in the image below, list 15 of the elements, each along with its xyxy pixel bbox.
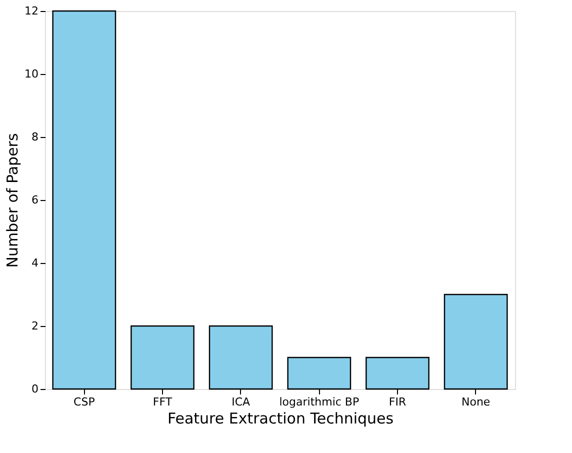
y-tick-label: 12 xyxy=(24,4,38,18)
x-tick-label: FIR xyxy=(388,396,406,408)
y-tick-label: 0 xyxy=(32,382,38,396)
y-axis-title: Number of Papers xyxy=(4,133,22,268)
y-tick-label: 4 xyxy=(32,256,38,270)
x-tick-label: FFT xyxy=(152,396,172,408)
y-tick-label: 2 xyxy=(32,320,38,332)
x-tick-label: CSP xyxy=(74,396,96,408)
x-tick-label: ICA xyxy=(232,396,251,408)
y-tick-label: 10 xyxy=(24,68,38,80)
x-tick-label: logarithmic BP xyxy=(279,396,360,408)
x-axis-title: Feature Extraction Techniques xyxy=(167,410,394,428)
y-tick-label: 8 xyxy=(32,130,38,144)
y-tick-label: 6 xyxy=(32,194,38,206)
x-tick-label: None xyxy=(461,396,490,408)
